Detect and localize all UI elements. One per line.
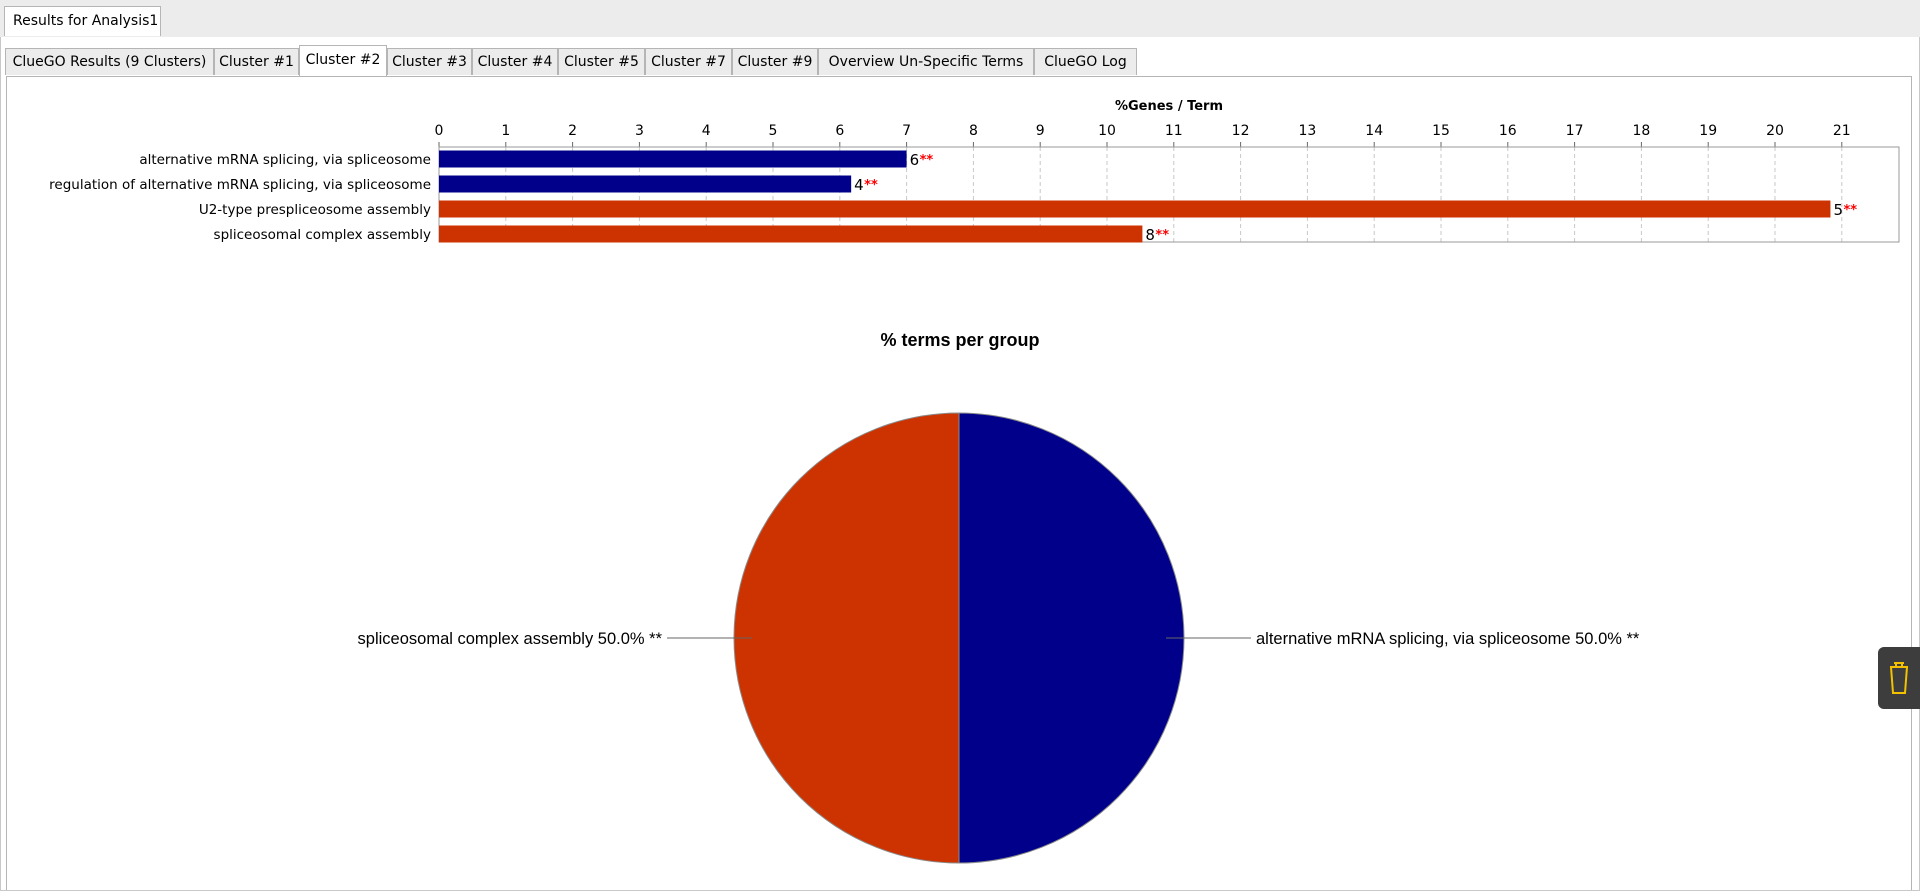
category-label: regulation of alternative mRNA splicing,… (49, 177, 431, 193)
significance-label: ** (864, 178, 878, 193)
x-tick-label: 9 (1036, 123, 1045, 139)
x-tick-label: 12 (1232, 123, 1250, 139)
category-label: alternative mRNA splicing, via spliceoso… (139, 152, 431, 168)
tab-cluster-7[interactable]: Cluster #7 (645, 48, 732, 75)
tab-cluster-4[interactable]: Cluster #4 (472, 48, 558, 75)
x-tick-label: 20 (1766, 123, 1784, 139)
bar-spliceosomal-complex-assembly (439, 225, 1143, 243)
x-tick-label: 1 (501, 123, 510, 139)
x-tick-label: 15 (1432, 123, 1450, 139)
x-tick-label: 0 (435, 123, 444, 139)
cup-icon (1889, 662, 1909, 694)
tab-cluster-2[interactable]: Cluster #2 (299, 45, 387, 76)
x-tick-label: 3 (635, 123, 644, 139)
x-tick-label: 2 (568, 123, 577, 139)
gene-count-label: 5 (1833, 201, 1843, 219)
x-tick-label: 16 (1499, 123, 1517, 139)
bar-u2-type-prespliceosome-assembly (439, 200, 1831, 218)
category-label: U2-type prespliceosome assembly (199, 202, 431, 218)
category-label: spliceosomal complex assembly (214, 227, 431, 243)
results-tab-strip: Results for Analysis1 (0, 0, 1920, 38)
x-tick-label: 7 (902, 123, 911, 139)
gene-count-label: 8 (1145, 226, 1155, 244)
plot-frame (438, 146, 1900, 243)
significance-label: ** (1843, 203, 1857, 218)
x-tick-label: 8 (969, 123, 978, 139)
x-tick-label: 21 (1833, 123, 1851, 139)
tab-overview-un-specific-terms[interactable]: Overview Un-Specific Terms (818, 48, 1034, 75)
x-tick-label: 17 (1566, 123, 1584, 139)
bar-chart-title: %Genes / Term (1115, 99, 1223, 114)
side-panel-handle[interactable] (1878, 647, 1920, 709)
x-tick-label: 6 (835, 123, 844, 139)
x-tick-label: 19 (1699, 123, 1717, 139)
gene-count-label: 4 (854, 176, 864, 194)
tab-cluster-5[interactable]: Cluster #5 (558, 48, 645, 75)
gene-count-label: 6 (910, 151, 920, 169)
bar-regulation-of-alternative-mrna-splicing-via-spliceosome (439, 175, 852, 193)
cluster-tab-bar: ClueGO Results (9 Clusters) Cluster #1 Clu… (5, 45, 1918, 76)
significance-label: ** (920, 153, 934, 168)
pie-chart-title: % terms per group (880, 330, 1040, 350)
tab-cluego-results-9-clusters[interactable]: ClueGO Results (9 Clusters) (5, 48, 214, 75)
x-tick-label: 11 (1165, 123, 1183, 139)
significance-label: ** (1155, 228, 1169, 243)
x-tick-label: 14 (1365, 123, 1383, 139)
x-tick-label: 5 (769, 123, 778, 139)
tab-results-for-analysis[interactable]: Results for Analysis1 (4, 6, 161, 36)
tab-cluster-9[interactable]: Cluster #9 (732, 48, 818, 75)
tab-cluster-1[interactable]: Cluster #1 (214, 48, 299, 75)
tab-cluego-log[interactable]: ClueGO Log (1034, 48, 1137, 75)
x-tick-label: 18 (1632, 123, 1650, 139)
x-tick-label: 10 (1098, 123, 1116, 139)
x-tick-label: 13 (1298, 123, 1316, 139)
x-tick-label: 4 (702, 123, 711, 139)
bar-alternative-mrna-splicing-via-spliceosome (439, 150, 907, 168)
tab-cluster-3[interactable]: Cluster #3 (387, 48, 472, 75)
